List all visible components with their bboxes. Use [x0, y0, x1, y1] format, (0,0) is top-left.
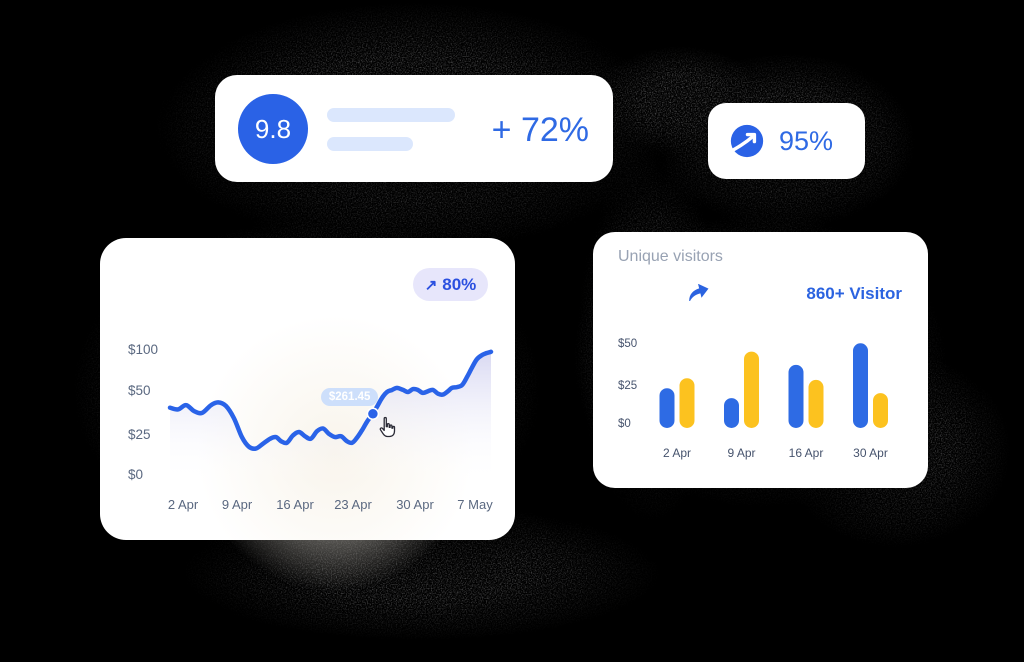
- x-tick-label: 2 Apr: [662, 446, 692, 460]
- y-tick-label: $0: [618, 418, 631, 430]
- x-tick-label: 7 May: [457, 497, 493, 512]
- skeleton-bar-2: [327, 137, 413, 151]
- y-tick-label: $100: [128, 342, 159, 357]
- y-tick-label: $50: [618, 338, 638, 350]
- x-tick-label: 9 Apr: [727, 446, 756, 460]
- rate-value: 95%: [779, 125, 834, 156]
- pointer-cursor-icon[interactable]: [376, 416, 398, 440]
- visitors-card: Unique visitors 860+ Visitor $50 $25 $0 2 …: [593, 232, 928, 488]
- growth-badge[interactable]: ↗ 80%: [413, 268, 488, 301]
- y-tick-label: $50: [128, 383, 151, 398]
- score-change: + 72%: [491, 111, 589, 149]
- trend-up-circle-icon: [728, 124, 764, 158]
- x-tick-label: 2 Apr: [167, 497, 199, 512]
- score-badge: 9.8: [238, 94, 308, 164]
- x-tick-label: 23 Apr: [334, 497, 372, 512]
- x-tick-label: 16 Apr: [788, 446, 824, 460]
- value-tooltip: $261.45: [320, 387, 379, 406]
- y-tick-label: $0: [128, 467, 144, 482]
- score-card: 9.8 + 72%: [215, 75, 613, 182]
- x-tick-label: 16 Apr: [276, 497, 314, 512]
- revenue-chart-card: $100 $50 $25 $0 2 Apr 9 Apr 16 Apr 23 Apr 30 Ap…: [100, 238, 515, 603]
- growth-badge-label: 80%: [442, 274, 477, 294]
- ne-arrow-icon: ↗: [424, 276, 438, 294]
- skeleton-bar-1: [327, 108, 455, 122]
- rate-card: 95%: [708, 103, 865, 179]
- x-tick-label: 30 Apr: [853, 446, 888, 460]
- x-tick-label: 30 Apr: [396, 497, 434, 512]
- y-tick-label: $25: [128, 426, 151, 442]
- y-tick-label: $25: [618, 379, 638, 392]
- score-value: 9.8: [254, 113, 292, 144]
- x-tick-label: 9 Apr: [221, 497, 253, 512]
